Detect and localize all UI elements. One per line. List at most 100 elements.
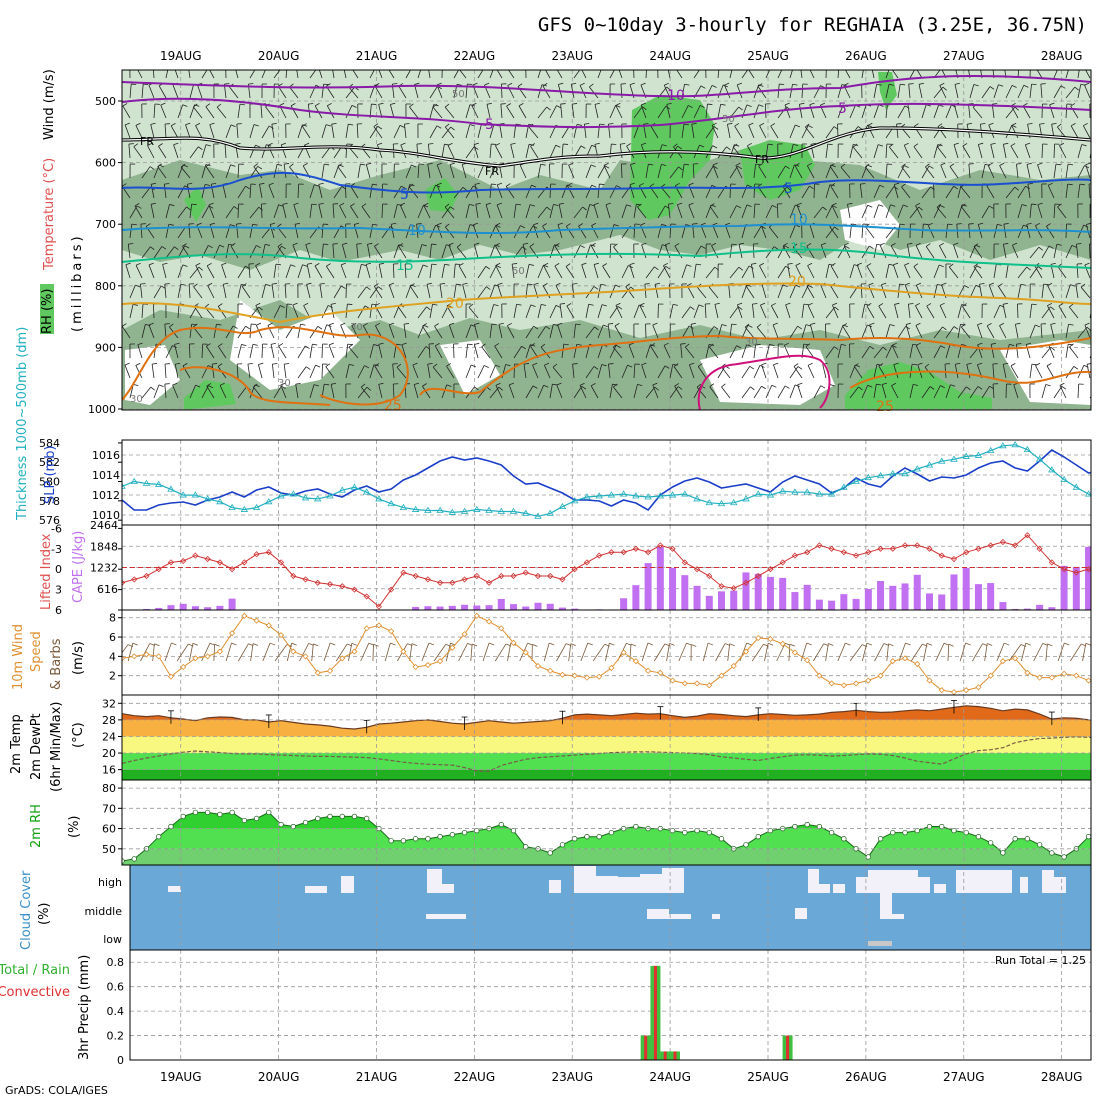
wind-marker — [473, 612, 480, 619]
wind-barb-feather — [907, 242, 913, 245]
wind-barb — [901, 186, 911, 199]
wind-barb-feather — [1031, 303, 1037, 306]
wind-barb — [933, 345, 942, 359]
wind-barb — [209, 124, 215, 139]
wind-barb — [619, 144, 623, 159]
wind-barb-feather — [1031, 83, 1037, 86]
wind-barb-feather — [350, 64, 354, 67]
wind-barb — [444, 126, 455, 139]
wind-barb — [201, 164, 207, 179]
wind-barb-feather — [941, 282, 947, 286]
wind-barb-feather — [319, 283, 325, 285]
wind-barb-feather — [150, 246, 155, 251]
wind-barb — [1084, 324, 1091, 339]
wind-barb-feather — [218, 343, 223, 347]
wind-barb — [897, 165, 905, 179]
wind-barb-feather — [448, 242, 454, 246]
wind-label-a: 10m Wind — [11, 624, 26, 690]
wind-barb — [772, 324, 779, 339]
wind-barb-feather — [134, 203, 140, 207]
cloud-block — [168, 886, 181, 892]
wind-barb-feather — [366, 162, 372, 165]
wind-barb-feather — [603, 324, 608, 328]
wind-barb — [489, 364, 496, 379]
wind-marker — [926, 677, 933, 684]
wind-barb-feather — [507, 82, 513, 86]
wind-barb — [633, 224, 636, 239]
wind-marker — [400, 648, 407, 655]
li-marker — [339, 583, 346, 590]
wind-barb-feather — [323, 83, 329, 86]
wind-barb-feather — [938, 264, 944, 268]
wind-barb-feather — [973, 263, 979, 267]
wind-barb — [141, 246, 151, 259]
wind-barb — [621, 265, 629, 279]
wind-barb-feather — [654, 386, 659, 391]
li-marker — [1085, 566, 1091, 573]
li-marker — [840, 549, 847, 556]
wind-barb — [248, 264, 251, 279]
wind-barb-feather — [626, 143, 631, 147]
wind-barb — [153, 246, 163, 259]
wind-barb — [513, 363, 516, 379]
wind-barb — [789, 164, 795, 179]
li-marker — [180, 557, 187, 565]
cape-bar — [510, 604, 518, 610]
wind-barb-feather — [559, 202, 565, 205]
thickness-marker — [1072, 483, 1081, 490]
cape-bar — [204, 607, 212, 610]
wind-barb — [253, 386, 263, 399]
wind-barb — [326, 105, 335, 119]
wind-barb-feather — [746, 344, 752, 347]
wind-barb — [537, 264, 544, 279]
rh2m-marker — [547, 850, 553, 856]
wind-barb-feather — [784, 385, 790, 389]
wind-barb — [1089, 150, 1091, 159]
wind-barb-feather — [422, 323, 427, 327]
surface-barb-feather — [943, 642, 950, 646]
surface-barb — [923, 643, 928, 662]
wind-barb-feather — [484, 82, 490, 86]
wind-barb-feather — [558, 82, 564, 85]
wind-barb-feather — [893, 362, 899, 366]
wind-barb-feather — [318, 63, 323, 65]
wind-barb-feather — [555, 282, 561, 286]
wind-barb — [177, 206, 187, 219]
t2m-label-a: 2m Temp — [9, 714, 24, 774]
wind-barb-feather — [807, 162, 812, 167]
cape-bar — [901, 583, 909, 610]
wind-barb — [332, 244, 335, 259]
wind-barb — [961, 326, 971, 339]
wind-barb-feather — [876, 383, 882, 386]
li-marker — [877, 545, 884, 552]
wind-barb-feather — [1014, 186, 1019, 191]
wind-barb — [158, 85, 167, 99]
wind-barb-feather — [757, 183, 763, 187]
wind-barb — [1053, 244, 1058, 259]
wind-barb — [585, 204, 591, 219]
wind-barb — [753, 183, 756, 199]
wind-barb — [871, 70, 875, 79]
wind-barb — [667, 204, 671, 219]
wind-barb — [165, 345, 173, 359]
wind-barb — [356, 244, 359, 259]
wind-barb-feather — [688, 182, 694, 186]
wind-barb — [925, 166, 935, 179]
wind-barb-feather — [603, 65, 608, 67]
wind-barb-feather — [205, 163, 211, 167]
rh2m-marker — [718, 836, 725, 842]
wind-barb — [195, 265, 203, 279]
wind-barb-feather — [800, 63, 805, 64]
wind-barb-feather — [999, 162, 1005, 166]
wind-barb-feather — [255, 144, 261, 148]
cape-bar — [216, 605, 224, 610]
wind-barb — [761, 284, 767, 299]
wind-barb — [837, 104, 844, 119]
thickness-marker — [656, 492, 665, 499]
wind-barb — [1029, 204, 1032, 219]
wind-barb-feather — [702, 66, 706, 69]
wind-barb-feather — [840, 163, 846, 168]
wind-barb-feather — [397, 204, 403, 206]
surface-barb-feather — [866, 642, 873, 646]
wind-barb — [441, 264, 445, 279]
